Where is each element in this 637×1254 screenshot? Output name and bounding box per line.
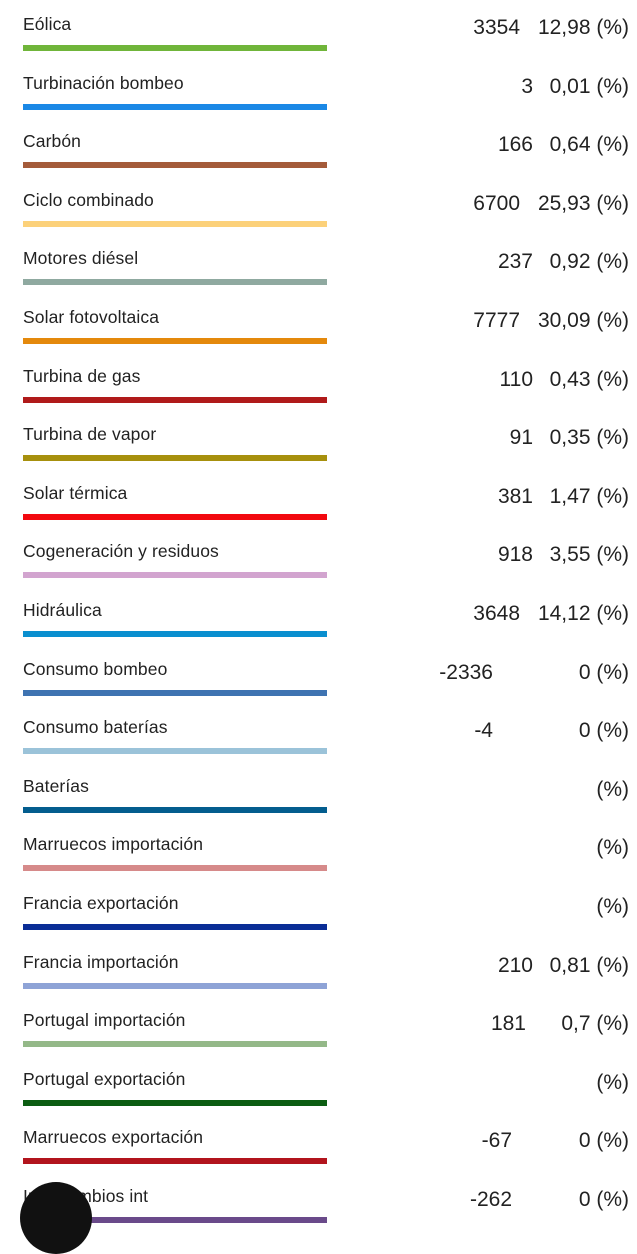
legend-row: Intercambios int -262 0 (%) [0, 1172, 637, 1231]
legend-row: Marruecos importación (%) [0, 820, 637, 879]
legend-row: Consumo bombeo -2336 0 (%) [0, 645, 637, 704]
legend-label: Hidráulica [23, 599, 102, 620]
legend-color-swatch [23, 337, 327, 344]
legend-color-swatch [23, 748, 327, 755]
legend-label: Portugal importación [23, 1010, 186, 1031]
legend-label: Motores diésel [23, 248, 139, 269]
legend-color-swatch [23, 396, 327, 403]
legend-color-swatch [23, 982, 327, 989]
legend-color-swatch [23, 630, 327, 637]
legend-row: Turbina de vapor 91 0,35 (%) [0, 410, 637, 469]
legend-color-swatch [23, 806, 327, 813]
legend-color-swatch [23, 162, 327, 169]
legend-row: Eólica 3354 12,98 (%) [0, 0, 637, 59]
legend-label: Solar térmica [23, 482, 128, 503]
legend-color-swatch [23, 279, 327, 286]
legend-value: 3648 [473, 601, 520, 625]
legend-row: Cogeneración y residuos 918 3,55 (%) [0, 527, 637, 586]
legend-value: -4 [474, 719, 493, 743]
legend-label: Carbón [23, 131, 81, 152]
legend-label: Consumo baterías [23, 717, 168, 738]
legend-percent: 0,43 (%) [549, 367, 629, 391]
legend-row: Hidráulica 3648 14,12 (%) [0, 586, 637, 645]
legend-percent: 0 (%) [578, 1129, 629, 1153]
legend-percent: 0,92 (%) [549, 250, 629, 274]
legend-value: 6700 [473, 191, 520, 215]
legend-label: Eólica [23, 14, 72, 34]
legend-percent: (%) [596, 894, 629, 918]
legend-row: Consumo baterías -4 0 (%) [0, 703, 637, 762]
legend-label: Cogeneración y residuos [23, 541, 219, 562]
legend-value: 237 [497, 250, 533, 274]
legend-row: Portugal exportación (%) [0, 1055, 637, 1114]
legend-value: 110 [499, 367, 533, 391]
legend-percent: 1,47 (%) [549, 484, 629, 508]
legend-label: Turbina de vapor [23, 424, 157, 445]
legend-color-swatch [23, 1099, 327, 1106]
legend-row: Motores diésel 237 0,92 (%) [0, 234, 637, 293]
legend-color-swatch [23, 865, 327, 872]
legend-color-swatch [23, 220, 327, 227]
legend-row: Solar térmica 381 1,47 (%) [0, 469, 637, 528]
legend-percent: 0,35 (%) [549, 426, 629, 450]
legend-row: Turbinación bombeo 3 0,01 (%) [0, 59, 637, 118]
legend-percent: 25,93 (%) [537, 191, 629, 215]
legend-row: Baterías (%) [0, 762, 637, 821]
legend-row: Carbón 166 0,64 (%) [0, 117, 637, 176]
legend-label: Francia exportación [23, 892, 179, 913]
legend-percent: 12,98 (%) [537, 16, 629, 39]
legend-value: 918 [497, 543, 533, 567]
legend-row: Ciclo combinado 6700 25,93 (%) [0, 176, 637, 235]
floating-action-button[interactable] [20, 1182, 92, 1254]
legend-label: Solar fotovoltaica [23, 306, 160, 327]
legend-color-swatch [23, 103, 327, 110]
legend-percent: 0 (%) [578, 660, 629, 684]
legend-percent: 0,81 (%) [549, 953, 629, 977]
legend-label: Baterías [23, 775, 89, 796]
legend-color-swatch [23, 923, 327, 930]
legend-label: Portugal exportación [23, 1068, 186, 1089]
legend-value: 210 [497, 953, 533, 977]
legend-value: -2336 [439, 660, 493, 684]
legend-color-swatch [23, 513, 327, 520]
legend-value: 181 [490, 1012, 526, 1036]
legend-row: Turbina de gas 110 0,43 (%) [0, 352, 637, 411]
legend-value: 3354 [473, 16, 520, 39]
legend-percent: (%) [596, 777, 629, 801]
legend-value: 166 [497, 133, 533, 157]
legend-percent: 0,01 (%) [549, 74, 629, 98]
legend-value: -67 [481, 1129, 512, 1153]
legend-color-swatch [23, 1158, 327, 1165]
legend-percent: 30,09 (%) [537, 308, 629, 332]
legend-value: 91 [509, 426, 533, 450]
legend-percent: 0 (%) [578, 719, 629, 743]
legend-percent: 14,12 (%) [537, 601, 629, 625]
legend-color-swatch [23, 455, 327, 462]
legend-row: Francia importación 210 0,81 (%) [0, 938, 637, 997]
legend-row: Francia exportación (%) [0, 879, 637, 938]
legend-value: 381 [497, 484, 533, 508]
legend-label: Consumo bombeo [23, 658, 168, 679]
legend-row: Portugal importación 181 0,7 (%) [0, 996, 637, 1055]
legend-percent: (%) [596, 836, 629, 860]
legend-row: Marruecos exportación -67 0 (%) [0, 1113, 637, 1172]
legend-color-swatch [23, 1041, 327, 1048]
legend-color-swatch [23, 689, 327, 696]
legend-label: Marruecos exportación [23, 1127, 204, 1148]
legend-percent: 0,7 (%) [561, 1012, 629, 1036]
legend-percent: (%) [596, 1070, 629, 1094]
legend-color-swatch [23, 572, 327, 579]
legend-row: Solar fotovoltaica 7777 30,09 (%) [0, 293, 637, 352]
legend-label: Turbina de gas [23, 365, 141, 386]
legend-label: Marruecos importación [23, 834, 204, 855]
legend-value: 3 [521, 74, 533, 98]
legend-label: Francia importación [23, 951, 179, 972]
legend-percent: 0,64 (%) [549, 133, 629, 157]
legend-label: Ciclo combinado [23, 189, 154, 210]
legend-color-swatch [23, 45, 327, 51]
legend-label: Turbinación bombeo [23, 72, 184, 93]
legend-value: 7777 [473, 308, 520, 332]
legend-percent: 3,55 (%) [549, 543, 629, 567]
